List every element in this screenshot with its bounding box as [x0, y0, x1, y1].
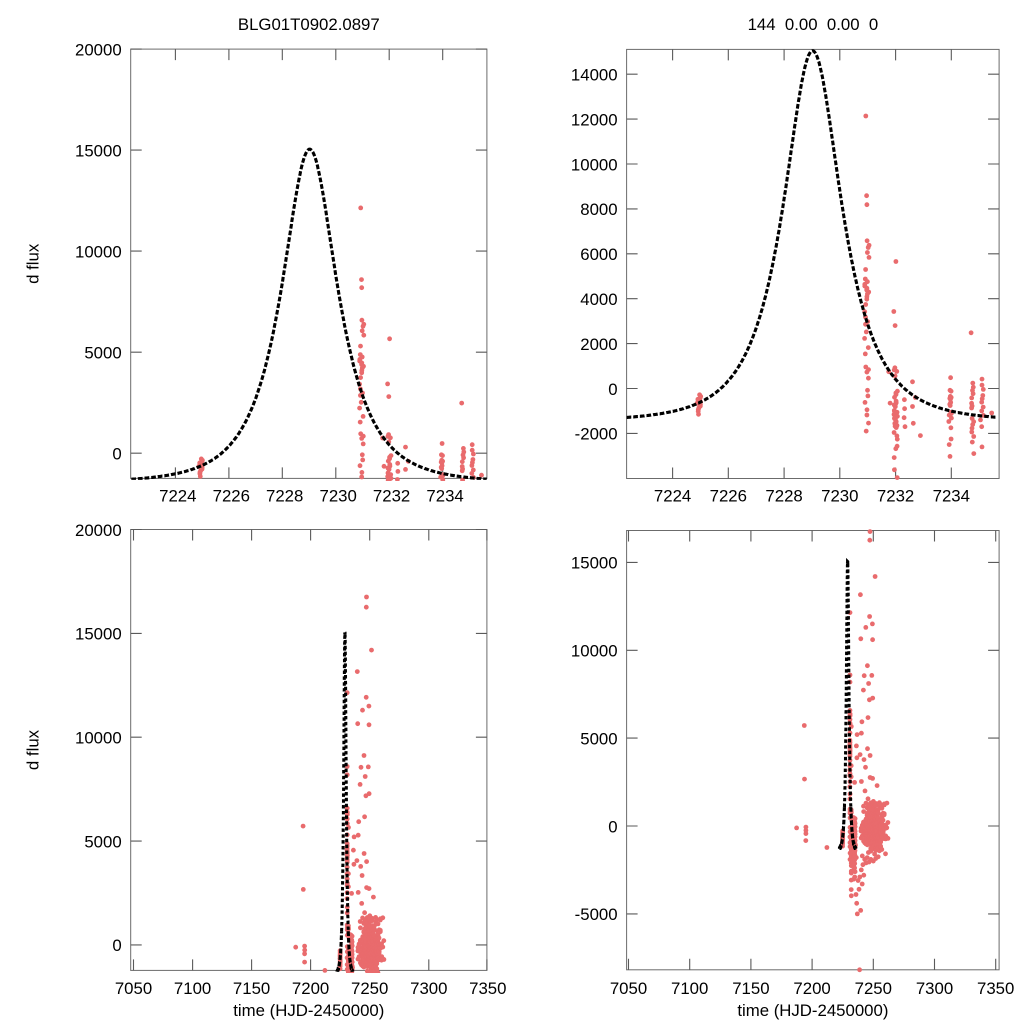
svg-text:time (HJD-2450000): time (HJD-2450000): [233, 1001, 384, 1020]
svg-text:0: 0: [608, 380, 617, 399]
svg-text:10000: 10000: [75, 729, 122, 748]
svg-text:7234: 7234: [933, 487, 970, 506]
svg-text:15000: 15000: [571, 554, 618, 573]
svg-text:15000: 15000: [75, 625, 122, 644]
svg-text:5000: 5000: [84, 832, 121, 851]
svg-text:7230: 7230: [821, 487, 858, 506]
svg-text:20000: 20000: [75, 521, 122, 540]
svg-text:7228: 7228: [765, 487, 802, 506]
svg-text:7100: 7100: [174, 979, 211, 998]
svg-text:7200: 7200: [292, 979, 329, 998]
svg-text:-2000: -2000: [575, 425, 618, 444]
svg-text:2000: 2000: [580, 335, 617, 354]
svg-text:5000: 5000: [580, 729, 617, 748]
svg-text:7250: 7250: [351, 979, 388, 998]
svg-text:10000: 10000: [75, 242, 122, 261]
svg-text:0: 0: [112, 445, 121, 464]
svg-text:10000: 10000: [571, 642, 618, 661]
svg-text:7226: 7226: [710, 487, 747, 506]
svg-text:144 0.00 0.00 0: 144 0.00 0.00 0: [748, 15, 879, 34]
svg-text:7350: 7350: [469, 979, 506, 998]
svg-text:0: 0: [112, 936, 121, 955]
svg-text:7232: 7232: [877, 487, 914, 506]
svg-text:7300: 7300: [916, 979, 953, 998]
svg-text:6000: 6000: [580, 245, 617, 264]
svg-text:-5000: -5000: [575, 905, 618, 924]
svg-text:7226: 7226: [213, 487, 250, 506]
svg-text:7100: 7100: [671, 979, 708, 998]
svg-text:15000: 15000: [75, 141, 122, 160]
svg-text:d flux: d flux: [24, 243, 43, 284]
svg-text:0: 0: [608, 817, 617, 836]
svg-text:10000: 10000: [571, 155, 618, 174]
svg-text:12000: 12000: [571, 110, 618, 129]
svg-text:20000: 20000: [75, 40, 122, 59]
svg-text:7230: 7230: [320, 487, 357, 506]
svg-text:7150: 7150: [233, 979, 270, 998]
svg-text:7050: 7050: [610, 979, 647, 998]
svg-text:d flux: d flux: [24, 729, 43, 770]
svg-text:7234: 7234: [426, 487, 463, 506]
svg-text:14000: 14000: [571, 66, 618, 85]
svg-text:4000: 4000: [580, 290, 617, 309]
svg-text:7224: 7224: [159, 487, 196, 506]
svg-text:BLG01T0902.0897: BLG01T0902.0897: [238, 15, 380, 34]
svg-text:time (HJD-2450000): time (HJD-2450000): [737, 1001, 888, 1020]
svg-text:7200: 7200: [793, 979, 830, 998]
svg-text:5000: 5000: [84, 344, 121, 363]
svg-text:8000: 8000: [580, 200, 617, 219]
svg-text:7350: 7350: [977, 979, 1014, 998]
svg-text:7050: 7050: [115, 979, 152, 998]
svg-text:7228: 7228: [266, 487, 303, 506]
svg-text:7150: 7150: [732, 979, 769, 998]
svg-text:7300: 7300: [410, 979, 447, 998]
svg-text:7250: 7250: [855, 979, 892, 998]
svg-text:7224: 7224: [654, 487, 691, 506]
svg-text:7232: 7232: [373, 487, 410, 506]
